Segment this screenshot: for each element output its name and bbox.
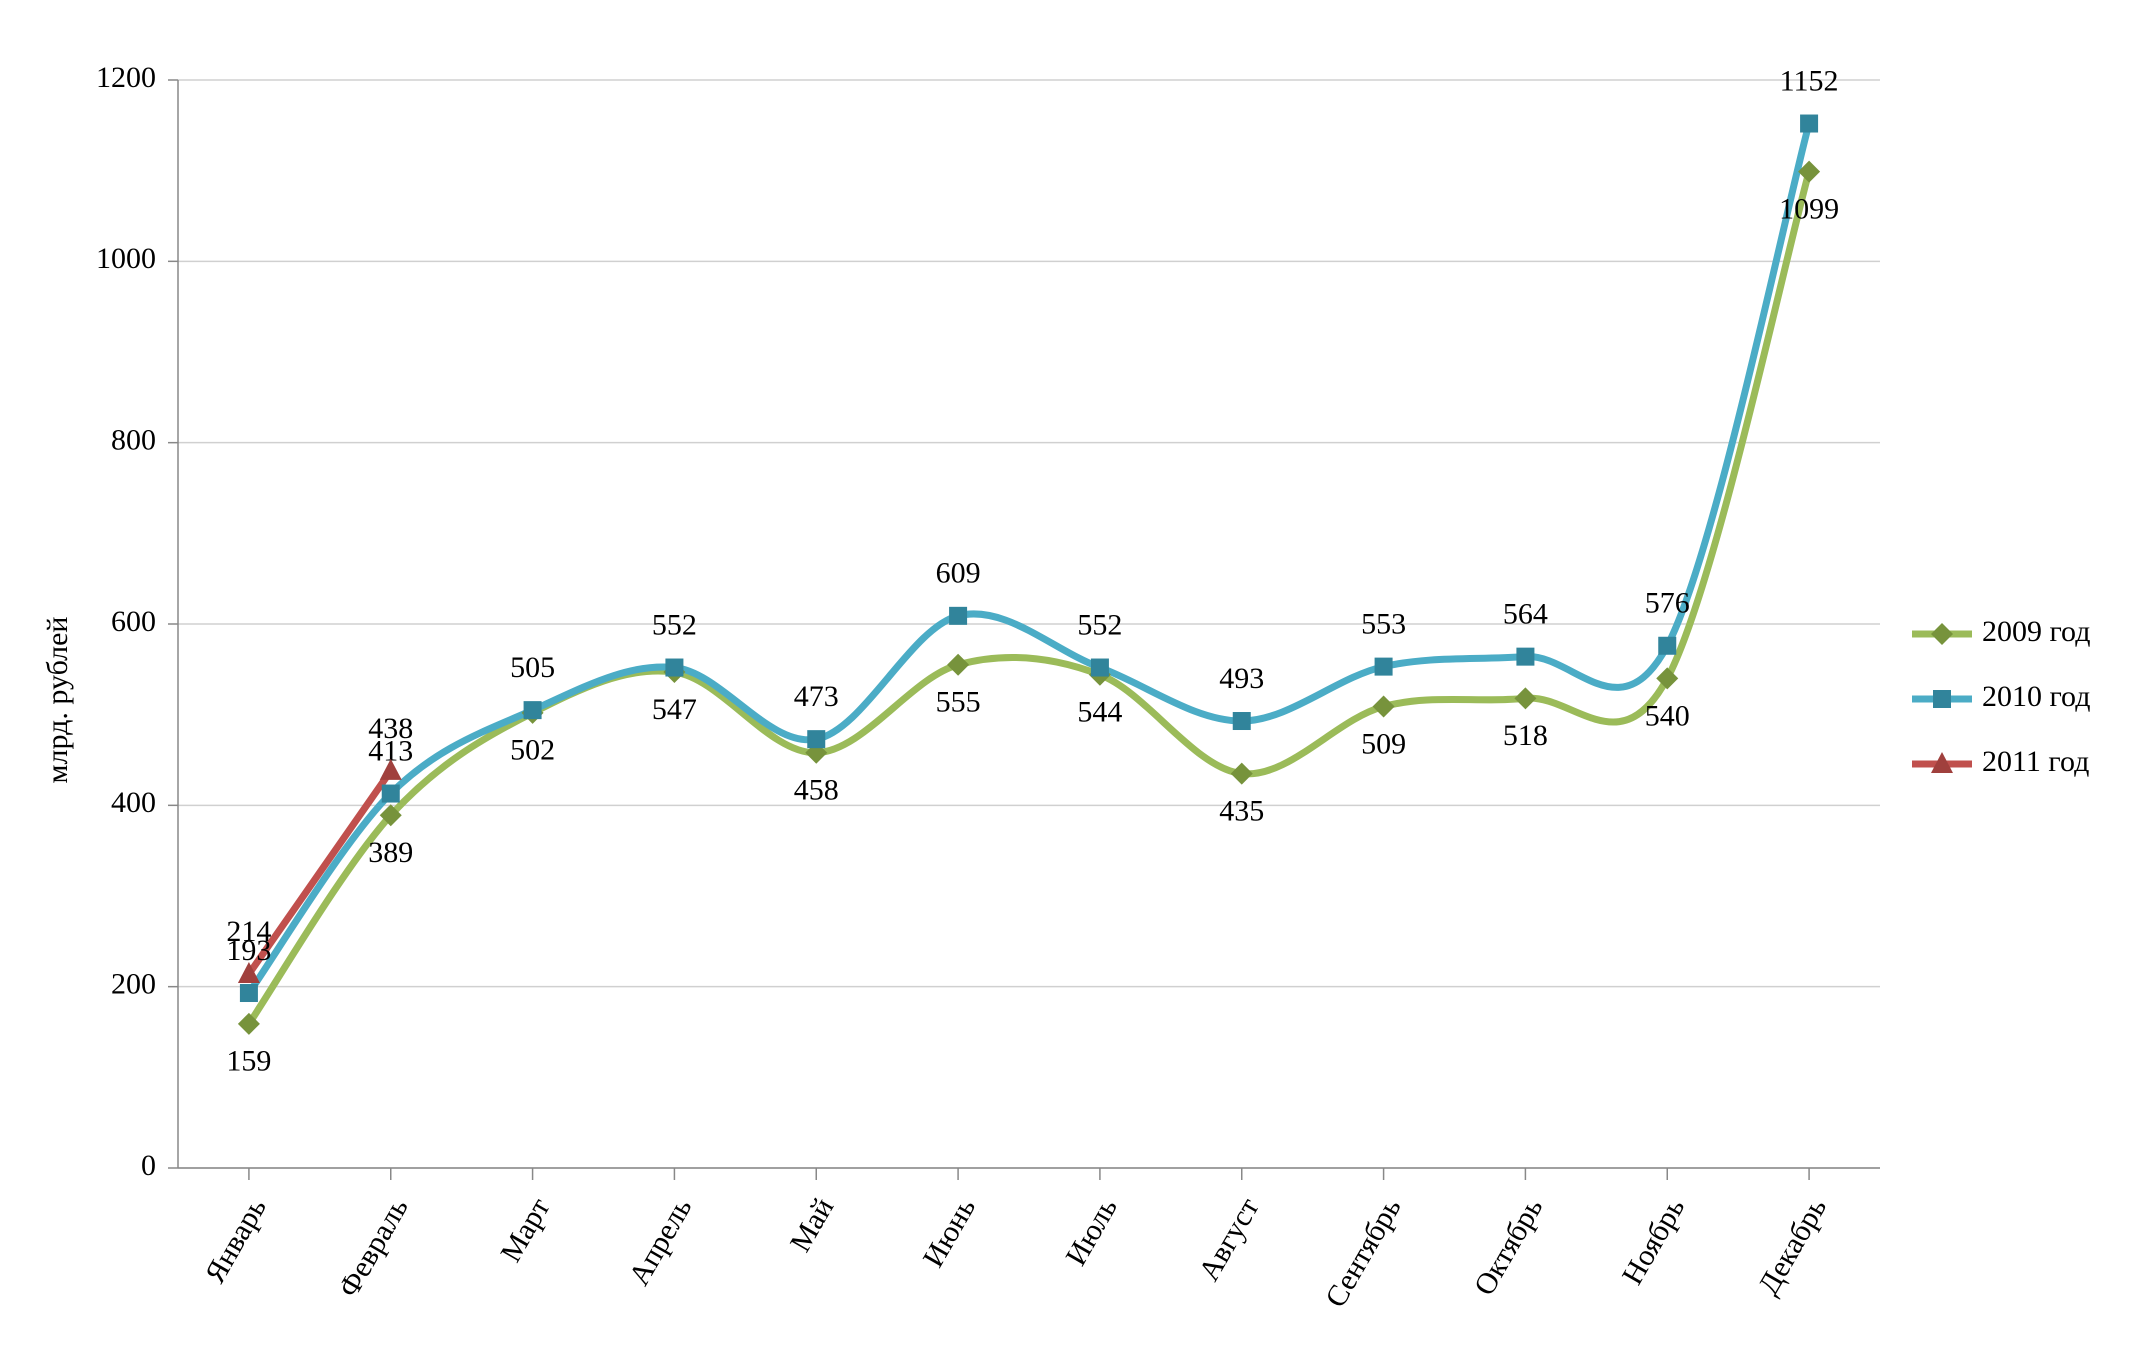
data-label: 555 (936, 686, 981, 719)
series-line (245, 120, 1813, 997)
x-tick-label: Июнь (917, 1192, 982, 1272)
marker (381, 784, 400, 803)
data-label: 552 (1077, 608, 1122, 641)
y-tick-label: 400 (111, 786, 156, 819)
x-tick-label: Сентябрь (1319, 1192, 1408, 1313)
series-line (245, 168, 1813, 1028)
data-label: 552 (652, 608, 697, 641)
marker (1658, 636, 1677, 655)
data-label: 438 (368, 712, 413, 745)
marker (1931, 623, 1953, 645)
y-tick-label: 0 (141, 1149, 156, 1182)
marker (1514, 687, 1537, 710)
data-label: 458 (794, 774, 839, 807)
y-tick-label: 1200 (96, 61, 156, 94)
data-label: 214 (226, 915, 271, 948)
data-label: 389 (368, 836, 413, 869)
x-tick-label: Декабрь (1752, 1192, 1833, 1300)
marker (949, 606, 968, 625)
data-label: 540 (1645, 699, 1690, 732)
marker (237, 961, 260, 983)
legend-label: 2009 год (1982, 615, 2090, 648)
legend-label: 2011 год (1982, 745, 2089, 778)
data-label: 1152 (1780, 64, 1839, 97)
marker (1374, 657, 1393, 676)
marker (1232, 712, 1251, 731)
x-tick-label: Октябрь (1468, 1192, 1550, 1301)
y-tick-label: 200 (111, 968, 156, 1001)
marker (237, 1012, 260, 1035)
data-label: 547 (652, 693, 697, 726)
marker (947, 653, 970, 676)
data-label: 609 (936, 557, 981, 590)
x-tick-label: Январь (198, 1192, 273, 1288)
x-tick-label: Февраль (332, 1192, 415, 1302)
x-tick-label: Август (1192, 1192, 1265, 1286)
data-label: 509 (1361, 727, 1406, 760)
data-label: 159 (226, 1045, 271, 1078)
data-label: 576 (1645, 587, 1690, 620)
data-label: 1099 (1779, 192, 1839, 225)
x-tick-label: Июль (1059, 1192, 1124, 1271)
data-label: 518 (1503, 719, 1548, 752)
data-label: 193 (226, 934, 271, 967)
legend-label: 2010 год (1982, 680, 2090, 713)
y-tick-label: 600 (111, 605, 156, 638)
marker (1230, 762, 1253, 785)
data-label: 473 (794, 680, 839, 713)
x-tick-label: Ноябрь (1616, 1192, 1692, 1290)
x-tick-label: Май (784, 1192, 841, 1257)
marker (1933, 690, 1951, 708)
data-label: 502 (510, 734, 555, 767)
y-tick-label: 1000 (96, 242, 156, 275)
y-axis-label: млрд. рублей (41, 617, 74, 784)
marker (665, 658, 684, 677)
marker (1800, 114, 1819, 133)
data-label: 544 (1077, 696, 1122, 729)
x-tick-label: Март (494, 1192, 556, 1267)
data-label: 493 (1219, 662, 1264, 695)
series-line (245, 767, 395, 978)
marker (1090, 658, 1109, 677)
marker (1798, 160, 1821, 183)
data-label: 553 (1361, 608, 1406, 641)
marker (379, 804, 402, 827)
y-tick-label: 800 (111, 424, 156, 457)
data-label: 564 (1503, 598, 1548, 631)
marker (523, 701, 542, 720)
marker (1931, 752, 1953, 773)
data-label: 435 (1219, 794, 1264, 827)
marker (807, 730, 826, 749)
marker (239, 984, 258, 1003)
x-tick-label: Апрель (623, 1192, 699, 1291)
marker (1656, 667, 1679, 690)
marker (379, 758, 402, 780)
marker (1372, 695, 1395, 718)
marker (1516, 647, 1535, 666)
data-label: 505 (510, 651, 555, 684)
